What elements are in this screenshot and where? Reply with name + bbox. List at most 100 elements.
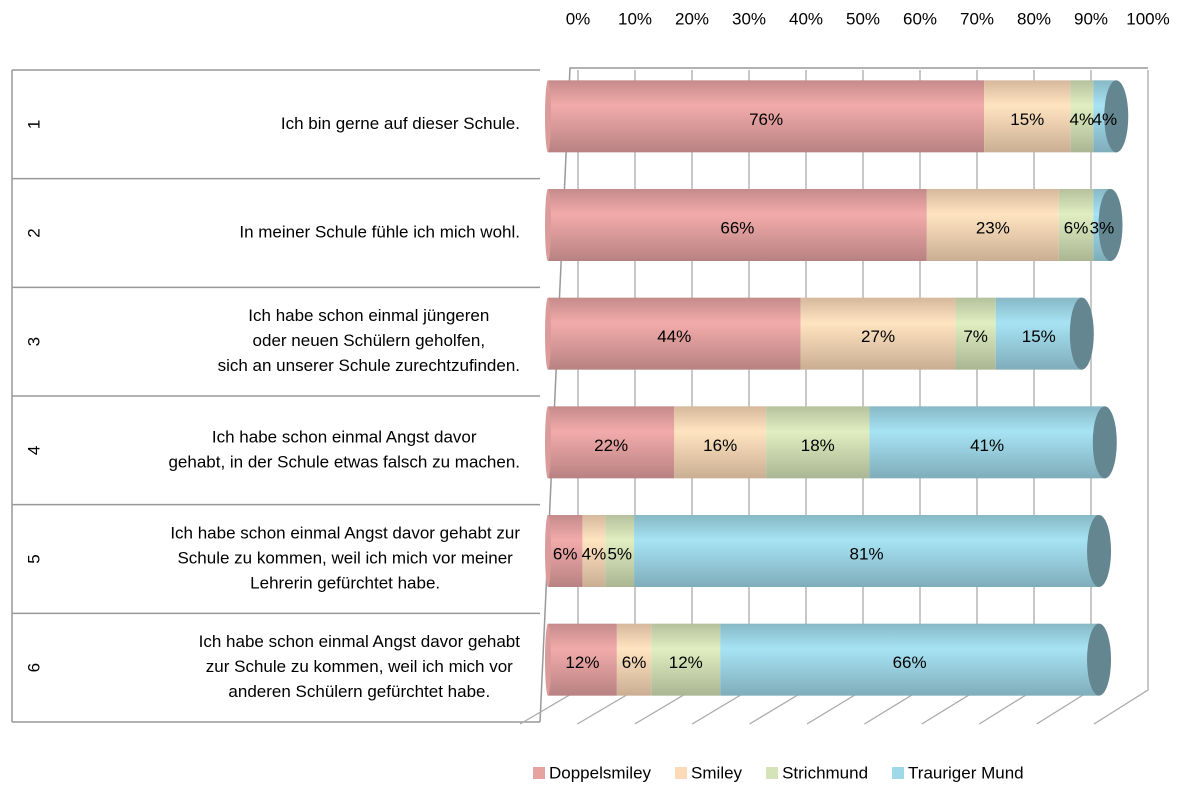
question-label: In meiner Schule fühle ich mich wohl.	[239, 222, 520, 241]
x-tick-label: 20%	[675, 9, 709, 28]
bar-segment	[616, 623, 652, 696]
plot-frame	[539, 67, 1148, 723]
bar-segment	[1070, 80, 1094, 153]
bar-segment	[548, 515, 583, 587]
bar-cap	[1098, 189, 1123, 261]
bar-segment	[995, 297, 1082, 370]
bar-segment	[548, 189, 927, 261]
data-label: 76%	[749, 110, 783, 129]
bar-segment	[984, 80, 1071, 153]
bar-start	[545, 623, 551, 696]
data-label: 66%	[893, 653, 927, 672]
question-label: oder neuen Schülern geholfen,	[253, 331, 486, 350]
data-label: 27%	[861, 327, 895, 346]
data-label: 15%	[1022, 327, 1056, 346]
data-label: 18%	[801, 436, 835, 455]
bar-cap	[1087, 515, 1112, 587]
category-number: 2	[24, 228, 43, 237]
data-label: 12%	[669, 653, 703, 672]
bar-segment	[582, 515, 606, 587]
bar-segment	[674, 406, 767, 479]
bar-start	[545, 515, 551, 587]
bar-segment	[651, 623, 721, 696]
category-number: 5	[24, 554, 43, 563]
data-label: 15%	[1010, 110, 1044, 129]
data-label: 7%	[963, 327, 988, 346]
question-label: zur Schule zu kommen, weil ich mich vor	[206, 657, 513, 676]
data-label: 5%	[607, 544, 632, 563]
bar-segment	[766, 406, 870, 479]
legend-swatch	[766, 767, 779, 779]
data-label: 16%	[703, 436, 737, 455]
question-label: Ich bin gerne auf dieser Schule.	[281, 114, 520, 133]
question-label: Ich habe schon einmal Angst davor gehabt…	[170, 523, 520, 542]
grid-line	[1093, 70, 1149, 725]
bar-cap	[1087, 623, 1112, 696]
bar-cap	[1104, 80, 1129, 153]
bar-segment	[634, 515, 1100, 587]
data-label: 6%	[1064, 218, 1089, 237]
bar-cap	[1069, 297, 1094, 370]
bar-segment	[548, 297, 801, 370]
data-label: 81%	[850, 544, 884, 563]
legend-swatch	[892, 767, 905, 779]
x-tick-label: 60%	[903, 9, 937, 28]
question-label: gehabt, in der Schule etwas falsch zu ma…	[168, 452, 520, 471]
bar-cap	[1092, 406, 1117, 479]
data-label: 66%	[720, 218, 754, 237]
bar-segment	[548, 406, 675, 479]
bar-segment	[548, 80, 985, 153]
bar-start	[545, 406, 551, 479]
data-label: 22%	[594, 436, 628, 455]
x-tick-label: 30%	[732, 9, 766, 28]
category-number: 1	[24, 120, 43, 129]
data-label: 23%	[976, 218, 1010, 237]
question-label: Ich habe schon einmal jüngeren	[248, 306, 489, 325]
legend-swatch	[533, 767, 545, 779]
question-label: Ich habe schon einmal Angst davor	[212, 427, 477, 446]
legend-label: Strichmund	[782, 763, 868, 782]
x-tick-label: 90%	[1074, 9, 1108, 28]
category-number: 3	[24, 337, 43, 346]
category-number: 6	[24, 663, 43, 672]
bar-segment	[1058, 189, 1094, 261]
question-label: Schule zu kommen, weil ich mich vor mein…	[177, 548, 513, 567]
data-label: 4%	[582, 544, 607, 563]
bar-segment	[548, 623, 617, 696]
data-label: 4%	[1092, 110, 1117, 129]
legend-label: Doppelsmiley	[549, 763, 652, 782]
x-tick-label: 100%	[1126, 9, 1169, 28]
data-label: 12%	[565, 653, 599, 672]
question-label: Lehrerin gefürchtet habe.	[250, 573, 440, 592]
bar-start	[545, 80, 551, 153]
data-label: 6%	[622, 653, 647, 672]
question-label: anderen Schülern gefürchtet habe.	[228, 682, 490, 701]
category-number: 4	[24, 446, 43, 455]
legend-swatch	[675, 767, 688, 779]
question-label: Ich habe schon einmal Angst davor gehabt	[199, 632, 521, 651]
bar-segment	[605, 515, 635, 587]
data-label: 4%	[1070, 110, 1095, 129]
x-tick-label: 70%	[960, 9, 994, 28]
data-label: 41%	[970, 436, 1004, 455]
question-label: sich an unserer Schule zurechtzufinden.	[218, 356, 520, 375]
bar-segment	[720, 623, 1100, 696]
legend-label: Smiley	[691, 763, 743, 782]
data-label: 3%	[1090, 218, 1115, 237]
bar-segment	[869, 406, 1105, 479]
x-tick-label: 80%	[1017, 9, 1051, 28]
bar-segment	[926, 189, 1059, 261]
bar-segment	[800, 297, 956, 370]
bar-start	[545, 297, 551, 370]
data-label: 6%	[553, 544, 578, 563]
x-tick-label: 0%	[566, 9, 591, 28]
bar-segment	[955, 297, 996, 370]
data-label: 44%	[657, 327, 691, 346]
bar-start	[545, 189, 551, 261]
x-tick-label: 50%	[846, 9, 880, 28]
x-tick-label: 10%	[618, 9, 652, 28]
x-tick-label: 40%	[789, 9, 823, 28]
legend-label: Trauriger Mund	[908, 763, 1024, 782]
